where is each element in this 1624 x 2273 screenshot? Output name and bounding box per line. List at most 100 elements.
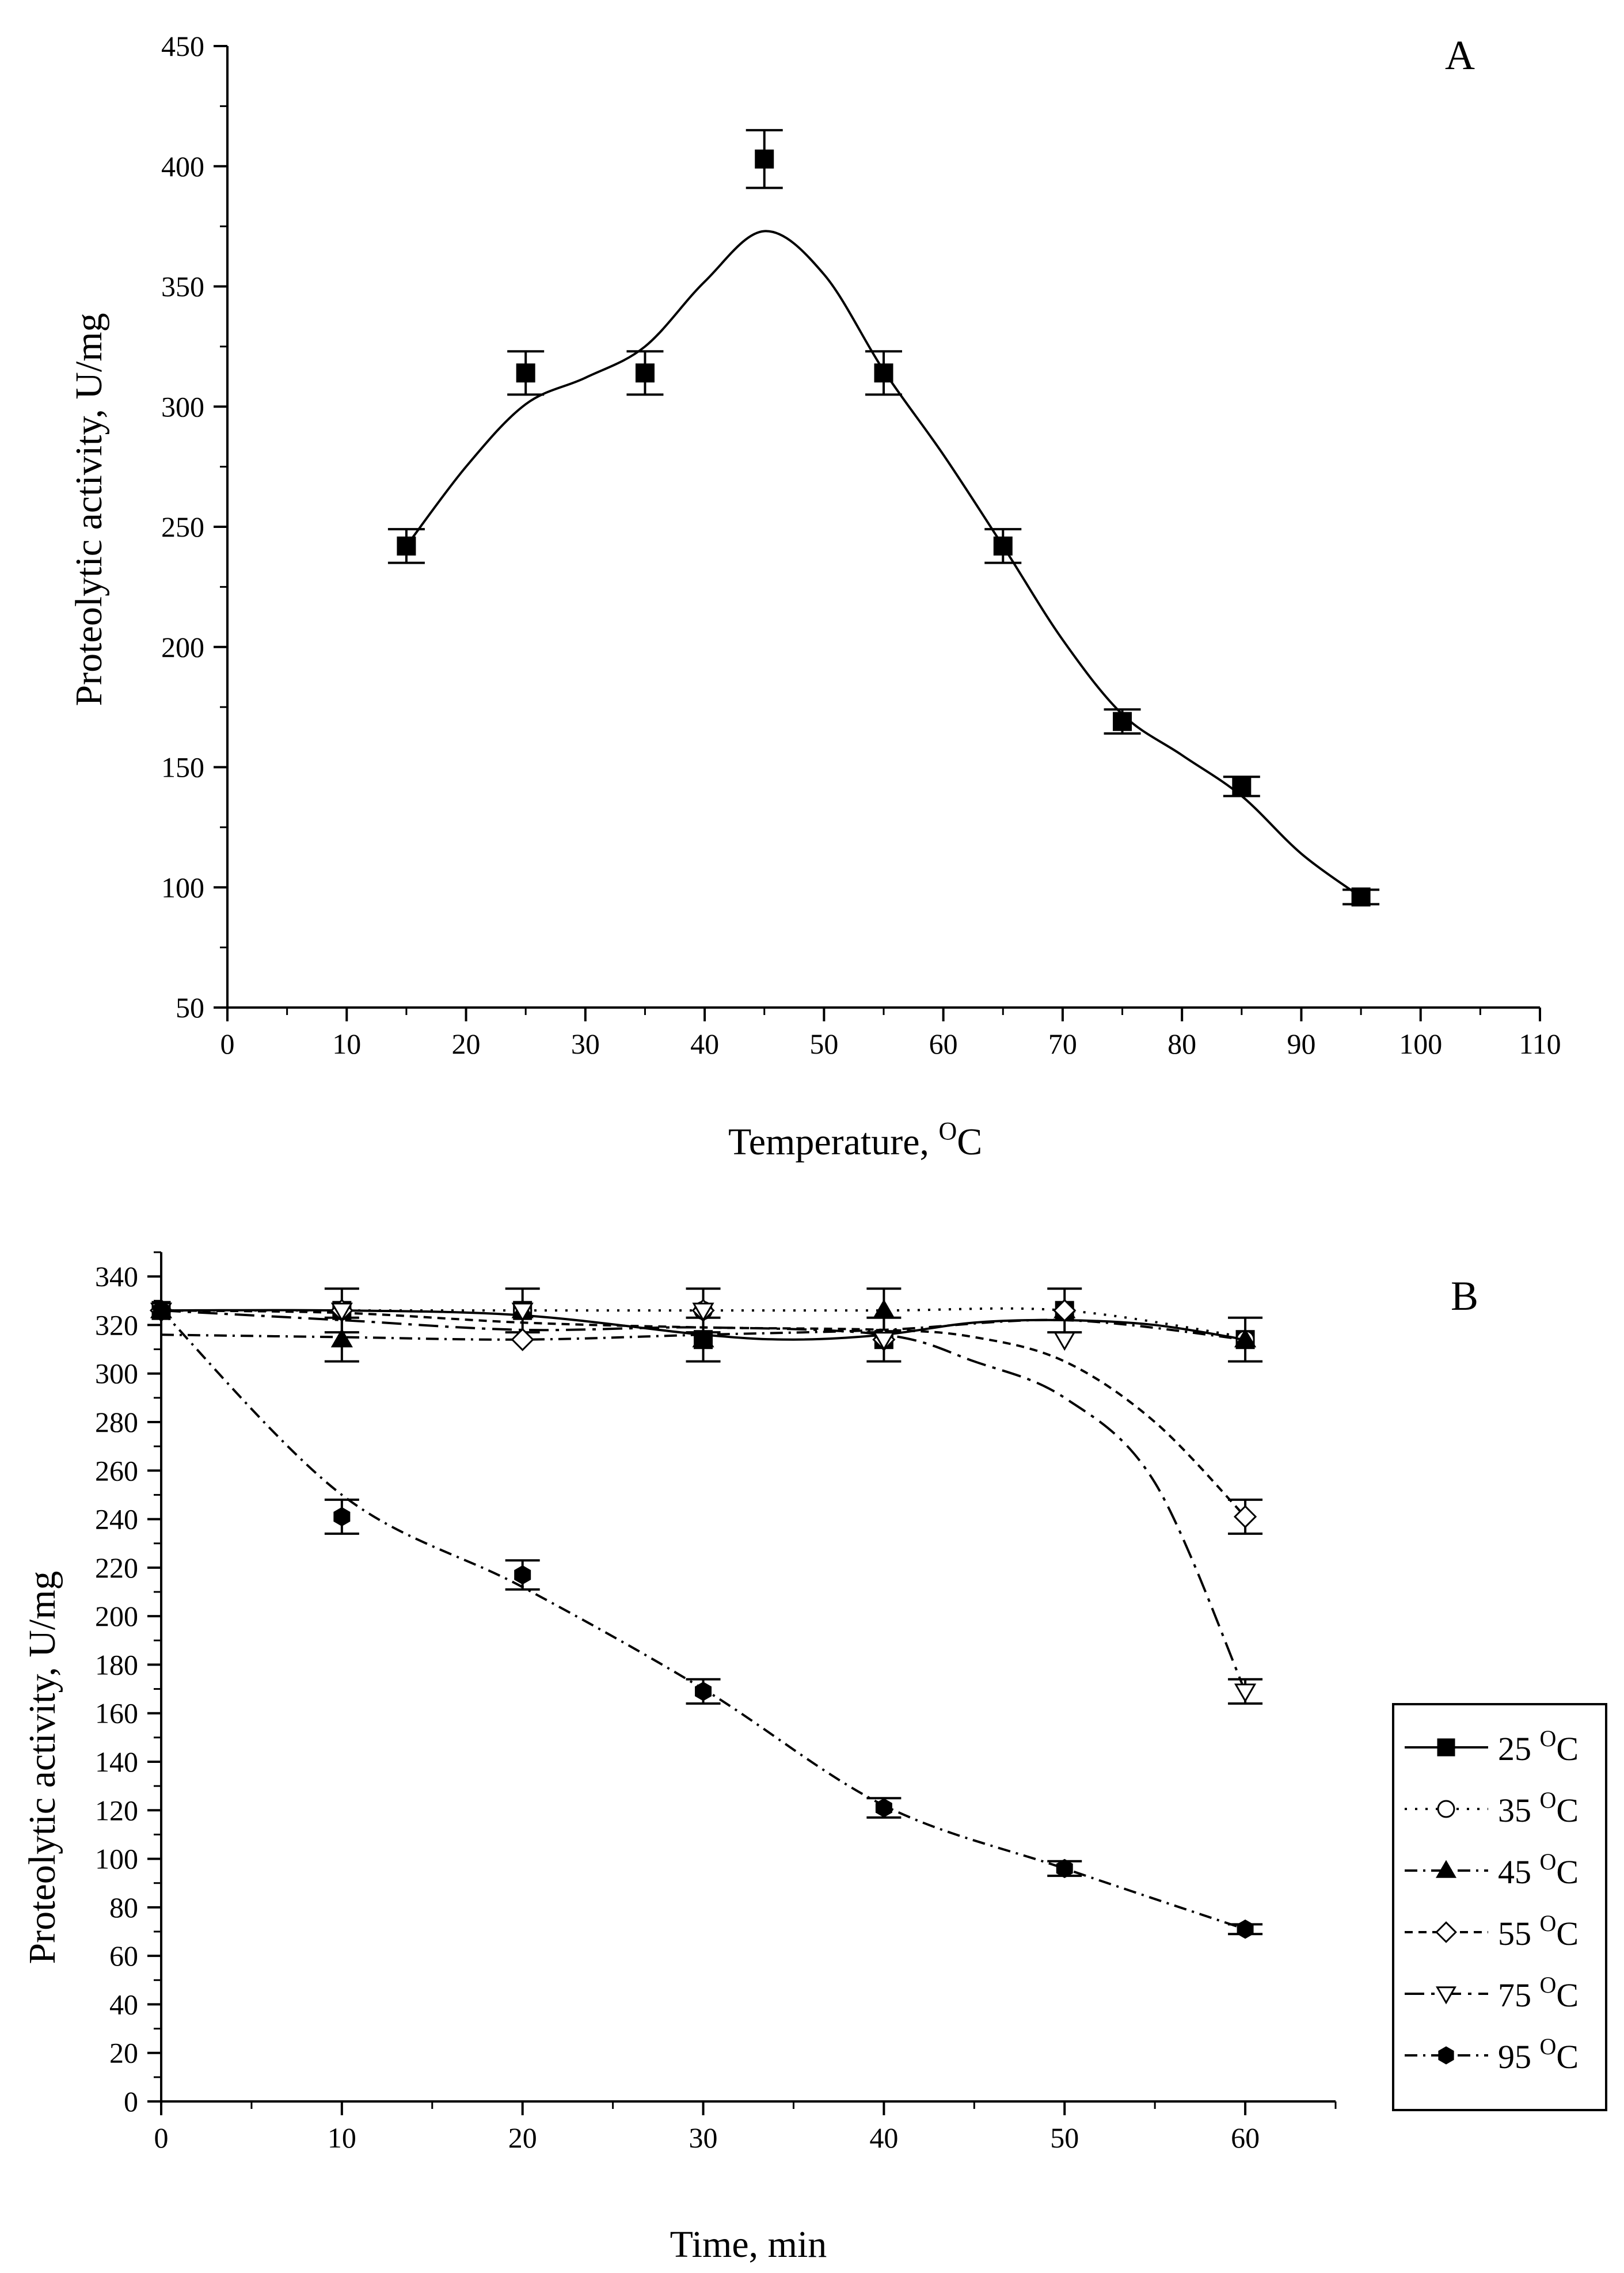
legend-value: 45 (1498, 1853, 1540, 1891)
legend-marker-55 (1435, 1921, 1457, 1943)
legend-value: 35 (1498, 1792, 1540, 1829)
y-tick-label: 0 (124, 2085, 138, 2118)
y-tick-label: 40 (109, 1988, 138, 2020)
legend-value: 95 (1498, 2038, 1540, 2076)
x-tick-label: 10 (332, 1028, 361, 1060)
x-tick-label: 20 (452, 1028, 481, 1060)
y-tick-label: 50 (176, 991, 204, 1024)
x-tick-label: 70 (1048, 1028, 1077, 1060)
x-tick-label: 10 (328, 2122, 356, 2154)
x-tick-label: 40 (869, 2122, 898, 2154)
data-point (874, 363, 893, 383)
series-line (161, 1309, 1246, 1518)
y-tick-label: 280 (95, 1406, 138, 1438)
data-point (873, 1332, 895, 1351)
legend-superscript: O (1540, 1849, 1557, 1875)
data-point (1233, 1505, 1257, 1529)
y-tick-label: 100 (95, 1843, 138, 1875)
x-tick-label: 0 (220, 1028, 235, 1060)
x-tick-label: 30 (689, 2122, 718, 2154)
series-75 (150, 1302, 1263, 1705)
panel-a-ylabel: Proteolytic activity, U/mg (68, 313, 110, 706)
data-point (1053, 1299, 1077, 1322)
legend-label-35: 35 OC (1498, 1787, 1579, 1829)
data-point (695, 1682, 712, 1701)
data-point (635, 363, 655, 383)
legend-marker-75 (1435, 1986, 1457, 2005)
x-tick-label: 80 (1167, 1028, 1196, 1060)
legend-label-25: 25 OC (1498, 1725, 1579, 1768)
data-point (692, 1328, 714, 1348)
data-point (514, 1565, 531, 1585)
y-tick-label: 20 (109, 2037, 138, 2069)
y-tick-label: 260 (95, 1454, 138, 1487)
data-point (516, 363, 535, 383)
legend-value: 55 (1498, 1915, 1540, 1952)
y-tick-label: 160 (95, 1697, 138, 1730)
x-tick-label: 60 (929, 1028, 958, 1060)
y-tick-label: 220 (95, 1552, 138, 1584)
y-tick-label: 350 (161, 271, 204, 303)
legend-label-55: 55 OC (1498, 1910, 1579, 1952)
legend-unit: C (1556, 1730, 1579, 1768)
panel-b-label: B (1451, 1273, 1478, 1319)
data-point (875, 1798, 892, 1818)
data-point (1053, 1332, 1076, 1351)
panel-a-xlabel-superscript: O (939, 1117, 957, 1145)
data-point (755, 149, 774, 169)
x-tick-label: 100 (1399, 1028, 1442, 1060)
panel-a-xlabel: Temperature, OC (728, 1117, 982, 1163)
x-tick-label: 20 (508, 2122, 537, 2154)
data-point (692, 1302, 714, 1322)
x-tick-label: 90 (1287, 1028, 1315, 1060)
legend-unit: C (1556, 1976, 1579, 2014)
y-tick-label: 450 (161, 30, 204, 62)
legend-value: 25 (1498, 1730, 1540, 1768)
chart-panel-b: 0 10 20 30 40 50 60 0 20 40 60 80 100 120 140 160 180 200… (95, 1251, 1337, 2154)
series-line (160, 1309, 1246, 1930)
data-point (333, 1507, 351, 1527)
data-point (873, 1299, 895, 1318)
y-tick-label: 60 (109, 1940, 138, 1972)
y-tick-label: 120 (95, 1794, 138, 1826)
x-tick-label: 50 (809, 1028, 838, 1060)
y-tick-label: 250 (161, 511, 204, 543)
x-tick-label: 30 (571, 1028, 600, 1060)
legend-unit: C (1556, 2038, 1579, 2076)
legend-label-45: 45 OC (1498, 1849, 1579, 1891)
y-tick-label: 240 (95, 1503, 138, 1535)
series-95 (153, 1301, 1263, 1939)
panel-a-xlabel-main: Temperature, (728, 1121, 939, 1163)
series-line (161, 1309, 1246, 1692)
legend-label-95: 95 OC (1498, 2033, 1579, 2076)
legend-label-75: 75 OC (1498, 1972, 1579, 2014)
legend-superscript: O (1540, 2033, 1557, 2059)
data-point (1237, 1919, 1254, 1939)
data-point (1234, 1328, 1257, 1348)
y-tick-label: 200 (95, 1600, 138, 1632)
y-tick-label: 320 (95, 1309, 138, 1341)
data-point (1232, 777, 1252, 796)
legend-marker-35 (1437, 1800, 1455, 1818)
panel-a-label: A (1445, 32, 1475, 78)
data-point (993, 536, 1013, 556)
x-tick-label: 0 (154, 2122, 169, 2154)
data-point (1234, 1683, 1257, 1703)
legend-box (1392, 1703, 1607, 2111)
data-point (397, 536, 416, 556)
x-tick-label: 50 (1050, 2122, 1079, 2154)
chart-panel-a: 0 10 20 30 40 50 60 70 80 90 100 110 50 100 150 200 250 3… (161, 30, 1561, 1060)
panel-b-xlabel: Time, min (670, 2223, 827, 2266)
x-tick-label: 40 (690, 1028, 719, 1060)
legend-superscript: O (1540, 1725, 1557, 1751)
legend-marker-95 (1438, 2046, 1454, 2065)
panel-b-ylabel: Proteolytic activity, U/mg (21, 1571, 63, 1964)
y-tick-label: 100 (161, 871, 204, 903)
legend-superscript: O (1540, 1972, 1557, 1998)
data-point (330, 1328, 353, 1348)
y-tick-label: 140 (95, 1746, 138, 1778)
x-tick-label: 110 (1519, 1028, 1561, 1060)
y-tick-label: 180 (95, 1648, 138, 1681)
